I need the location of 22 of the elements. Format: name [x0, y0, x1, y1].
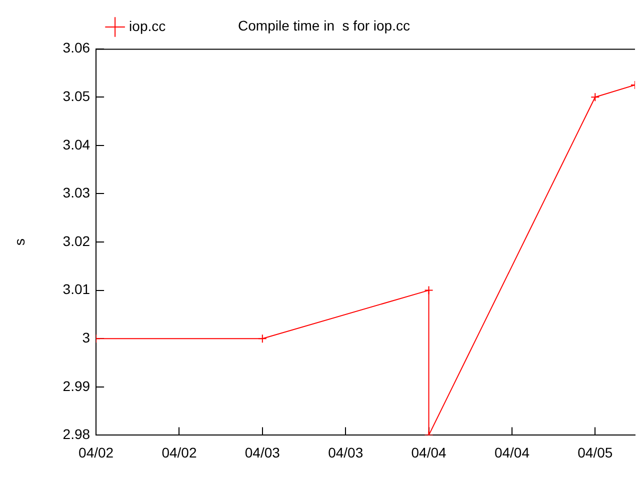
x-tick-label: 04/02 [162, 444, 197, 460]
y-tick-label: 3.03 [62, 184, 90, 201]
x-tick-label: 04/02 [78, 444, 114, 460]
y-tick-label: 3.06 [62, 40, 90, 56]
y-tick-label: 3.01 [62, 281, 90, 298]
x-tick-label: 04/05 [578, 444, 613, 460]
x-tick-label: 04/03 [328, 444, 364, 460]
y-tick-label: 2.99 [62, 378, 90, 394]
y-tick-label: 3.02 [62, 232, 90, 249]
y-tick-label: 3 [82, 329, 90, 346]
y-axis-title: s [11, 238, 28, 246]
y-tick-label: 3.04 [62, 136, 90, 152]
point [590, 92, 600, 102]
x-tick-label: 04/04 [411, 444, 446, 460]
point [424, 286, 434, 295]
legend-label: iop.cc [129, 18, 166, 34]
x-tick-label: 04/03 [244, 444, 280, 460]
chart-title: Compile time in s for iop.cc [238, 17, 410, 34]
x-tick-label: 04/04 [494, 444, 530, 460]
point [258, 334, 267, 344]
y-tick-label: 2.98 [62, 426, 90, 442]
y-tick-label: 3.05 [62, 88, 90, 104]
